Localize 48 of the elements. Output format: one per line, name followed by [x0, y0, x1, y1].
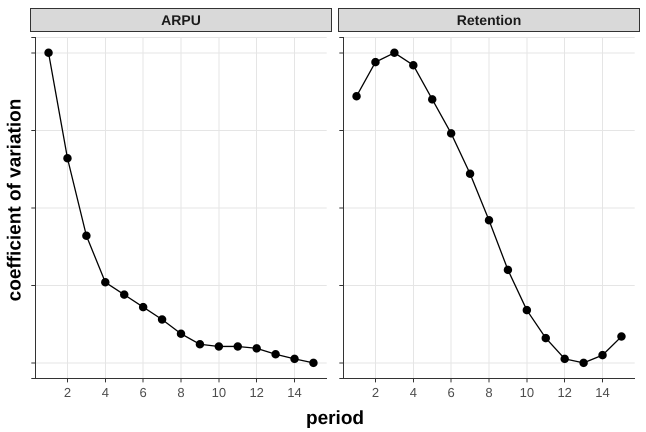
- point: [617, 332, 626, 341]
- point: [214, 342, 224, 351]
- point: [120, 290, 128, 299]
- point: [484, 216, 494, 225]
- x-tick-label: 10: [212, 384, 226, 400]
- x-tick-label: 8: [177, 384, 185, 400]
- point: [176, 329, 186, 338]
- point: [234, 342, 242, 351]
- point: [271, 350, 280, 358]
- x-tick-label: 6: [448, 384, 455, 400]
- point: [196, 340, 204, 349]
- chart-title: Retention: [338, 8, 640, 32]
- point: [542, 334, 550, 342]
- point: [446, 129, 456, 138]
- x-tick-label: 10: [520, 384, 534, 400]
- x-tick-label: 6: [140, 384, 147, 400]
- x-tick-label: 14: [595, 384, 610, 400]
- x-tick-label: 14: [287, 384, 302, 400]
- point: [158, 315, 166, 324]
- point: [598, 350, 607, 360]
- point: [101, 278, 110, 287]
- point: [252, 344, 261, 353]
- y-axis-title: coefficient of variation: [4, 98, 26, 302]
- point: [522, 306, 532, 314]
- x-tick-label: 8: [485, 384, 493, 400]
- point: [428, 95, 436, 104]
- x-tick-label: 12: [249, 384, 264, 400]
- point: [466, 169, 474, 178]
- point: [560, 354, 569, 364]
- point: [138, 302, 148, 312]
- point: [409, 60, 418, 70]
- point: [44, 48, 53, 58]
- x-tick-label: 4: [410, 384, 417, 400]
- x-axis-title: period: [304, 408, 366, 430]
- point: [390, 48, 399, 58]
- point: [371, 58, 380, 66]
- x-tick-label: 12: [557, 384, 572, 400]
- x-tick-label: 2: [372, 384, 380, 400]
- chart-title: ARPU: [30, 8, 332, 32]
- point: [290, 354, 299, 364]
- point: [309, 358, 318, 368]
- point: [352, 92, 361, 100]
- point: [63, 154, 72, 162]
- point: [504, 266, 512, 274]
- point: [82, 232, 91, 240]
- x-tick-label: 2: [64, 384, 72, 400]
- point: [579, 358, 588, 368]
- x-tick-label: 4: [102, 384, 109, 400]
